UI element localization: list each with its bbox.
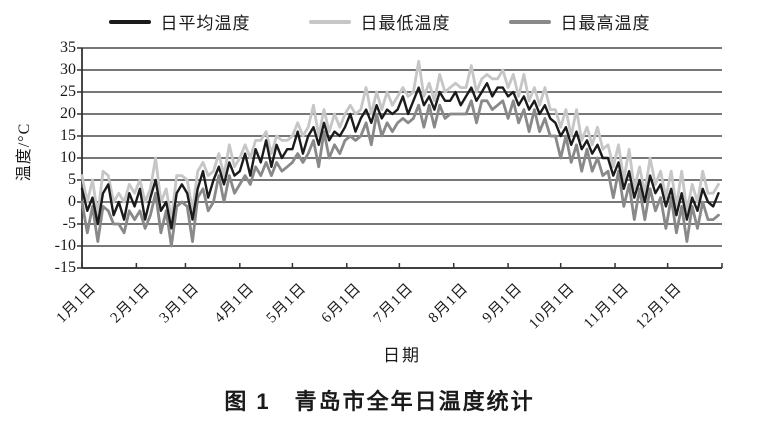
min-temp-line-swatch-icon bbox=[308, 19, 351, 24]
legend-item-min-temp: 日最低温度 bbox=[308, 9, 451, 34]
x-axis-title: 日期 bbox=[383, 346, 421, 365]
y-tick-label: 35 bbox=[60, 39, 76, 56]
legend-item-max-temp: 日最高温度 bbox=[508, 9, 651, 34]
y-tick-label: -10 bbox=[54, 237, 76, 254]
y-tick-label: 30 bbox=[60, 61, 76, 78]
avg-temp-line-swatch-icon bbox=[108, 19, 151, 24]
y-tick-label: 25 bbox=[60, 83, 76, 100]
chart-legend: 日平均温度 日最低温度 日最高温度 bbox=[0, 9, 759, 34]
y-tick-label: 20 bbox=[60, 105, 76, 122]
y-tick-label: -15 bbox=[54, 259, 76, 276]
legend-label-max-temp: 日最高温度 bbox=[560, 14, 651, 33]
y-tick-label: 0 bbox=[68, 193, 76, 210]
series-line-0 bbox=[80, 81, 720, 230]
y-tick-label: 5 bbox=[68, 171, 76, 188]
max-temp-line-swatch-icon bbox=[508, 19, 551, 24]
legend-label-avg-temp: 日平均温度 bbox=[160, 14, 251, 33]
legend-label-min-temp: 日最低温度 bbox=[360, 14, 451, 33]
y-tick-label: 10 bbox=[60, 149, 76, 166]
series-line-2 bbox=[80, 99, 720, 248]
series-line-1 bbox=[80, 59, 720, 222]
figure-caption: 图 1 青岛市全年日温度统计 bbox=[224, 389, 535, 414]
y-tick-label: 15 bbox=[60, 127, 76, 144]
y-tick-label: -5 bbox=[62, 215, 76, 232]
legend-item-avg-temp: 日平均温度 bbox=[108, 9, 251, 34]
